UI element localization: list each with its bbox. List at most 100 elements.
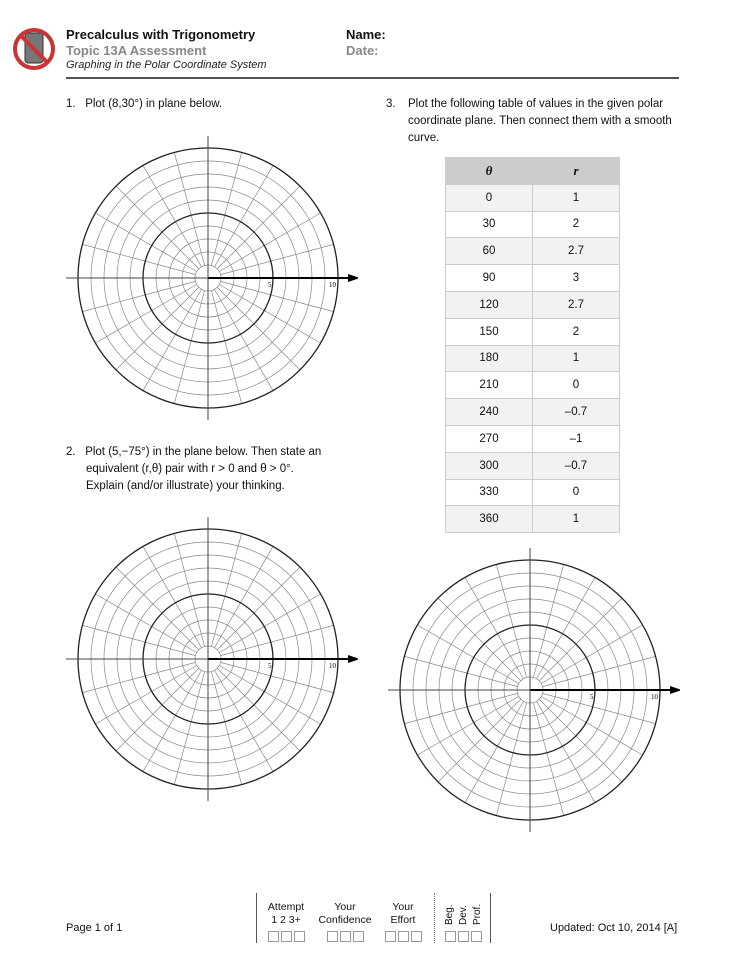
theta-cell: 90 [445,264,533,292]
level-checkbox[interactable] [457,931,469,942]
theta-cell: 120 [445,290,533,319]
radial-line [536,577,596,679]
radial-line [219,593,321,653]
effort-checkbox[interactable] [397,931,409,942]
r-cell: 2.7 [532,237,620,266]
r-cell: 1 [532,183,620,212]
polar-grid-3[interactable]: 5 10 [380,540,680,840]
topic-title: Topic 13A Assessment [66,43,207,58]
radial-line [533,564,564,678]
radial-line [404,693,518,724]
name-label: Name: [346,27,386,42]
table-row: 180 1 [445,344,620,373]
radial-line [95,665,197,725]
table-row: 270 –1 [445,424,620,453]
radial-line [95,284,197,344]
radial-line [115,667,200,752]
effort-checkbox[interactable] [410,931,422,942]
radial-line [82,244,196,275]
theta-cell: 300 [445,451,533,480]
radial-line [533,702,564,816]
radial-line [95,593,197,653]
label-5: 5 [268,662,272,670]
theta-cell: 360 [445,505,533,534]
radial-line [174,152,205,266]
label-10: 10 [651,693,659,701]
theta-cell: 270 [445,424,533,453]
question-2: 2. Plot (5,−75°) in the plane below. The… [66,446,322,492]
confidence-checkbox[interactable] [352,931,364,942]
label-10: 10 [329,281,337,289]
radial-line [219,284,321,344]
radial-line [542,693,656,724]
attempt-checkbox[interactable] [280,931,292,942]
table-row: 90 3 [445,264,620,292]
radial-line [115,566,200,651]
theta-cell: 240 [445,398,533,426]
radial-line [220,244,334,275]
confidence-checkbox[interactable] [326,931,338,942]
level-checkbox[interactable] [470,931,482,942]
effort-checkbox[interactable] [384,931,396,942]
radial-line [142,165,202,267]
r-cell: 2.7 [532,290,620,319]
header-divider [66,77,679,79]
theta-cell: 210 [445,371,533,400]
arrowhead-icon [670,686,680,694]
radial-line [541,624,643,684]
r-cell: 0 [532,478,620,507]
radial-line [142,546,202,648]
radial-line [496,564,527,678]
radial-line [214,670,274,772]
radial-line [464,577,524,679]
confidence-checkbox[interactable] [339,931,351,942]
table-row: 120 2.7 [445,290,620,319]
polar-grid-2[interactable]: 5 10 [58,509,358,809]
radial-line [496,702,527,816]
radial-line [174,533,205,647]
radial-line [538,698,623,783]
radial-line [174,671,205,785]
radial-line [82,281,196,312]
label-5: 5 [590,693,594,701]
radial-line [536,701,596,803]
r-cell: –0.7 [532,398,620,426]
r-cell: –1 [532,424,620,453]
footer-divider [434,893,435,943]
radial-line [214,165,274,267]
date-label: Date: [346,43,379,58]
arrowhead-icon [348,655,358,663]
radial-line [142,289,202,391]
attempt-checkbox[interactable] [267,931,279,942]
radial-line [216,566,301,651]
radial-line [211,671,242,785]
table-row: 300 –0.7 [445,451,620,480]
radial-line [216,185,301,270]
level-checkbox[interactable] [444,931,456,942]
radial-line [211,290,242,404]
polar-grid-1[interactable]: 5 10 [58,128,358,428]
theta-cell: 30 [445,210,533,239]
radial-line [417,624,519,684]
radial-line [220,625,334,656]
question-3: 3. Plot the following table of values in… [386,98,672,144]
course-title: Precalculus with Trigonometry [66,27,256,42]
footer-divider [490,893,491,943]
r-cell: –0.7 [532,451,620,480]
updated-date: Updated: Oct 10, 2014 [A] [550,922,678,934]
radial-line [174,290,205,404]
table-row: 150 2 [445,317,620,346]
subtitle: Graphing in the Polar Coordinate System [66,59,267,71]
radial-line [142,670,202,772]
r-cell: 3 [532,264,620,292]
radial-line [95,212,197,272]
effort-block: Your Effort [380,901,426,946]
radial-line [115,286,200,371]
radial-line [219,665,321,725]
label-10: 10 [329,662,337,670]
table-row: 360 1 [445,505,620,534]
attempt-checkbox[interactable] [293,931,305,942]
radial-line [437,597,522,682]
footer-divider [256,893,257,943]
